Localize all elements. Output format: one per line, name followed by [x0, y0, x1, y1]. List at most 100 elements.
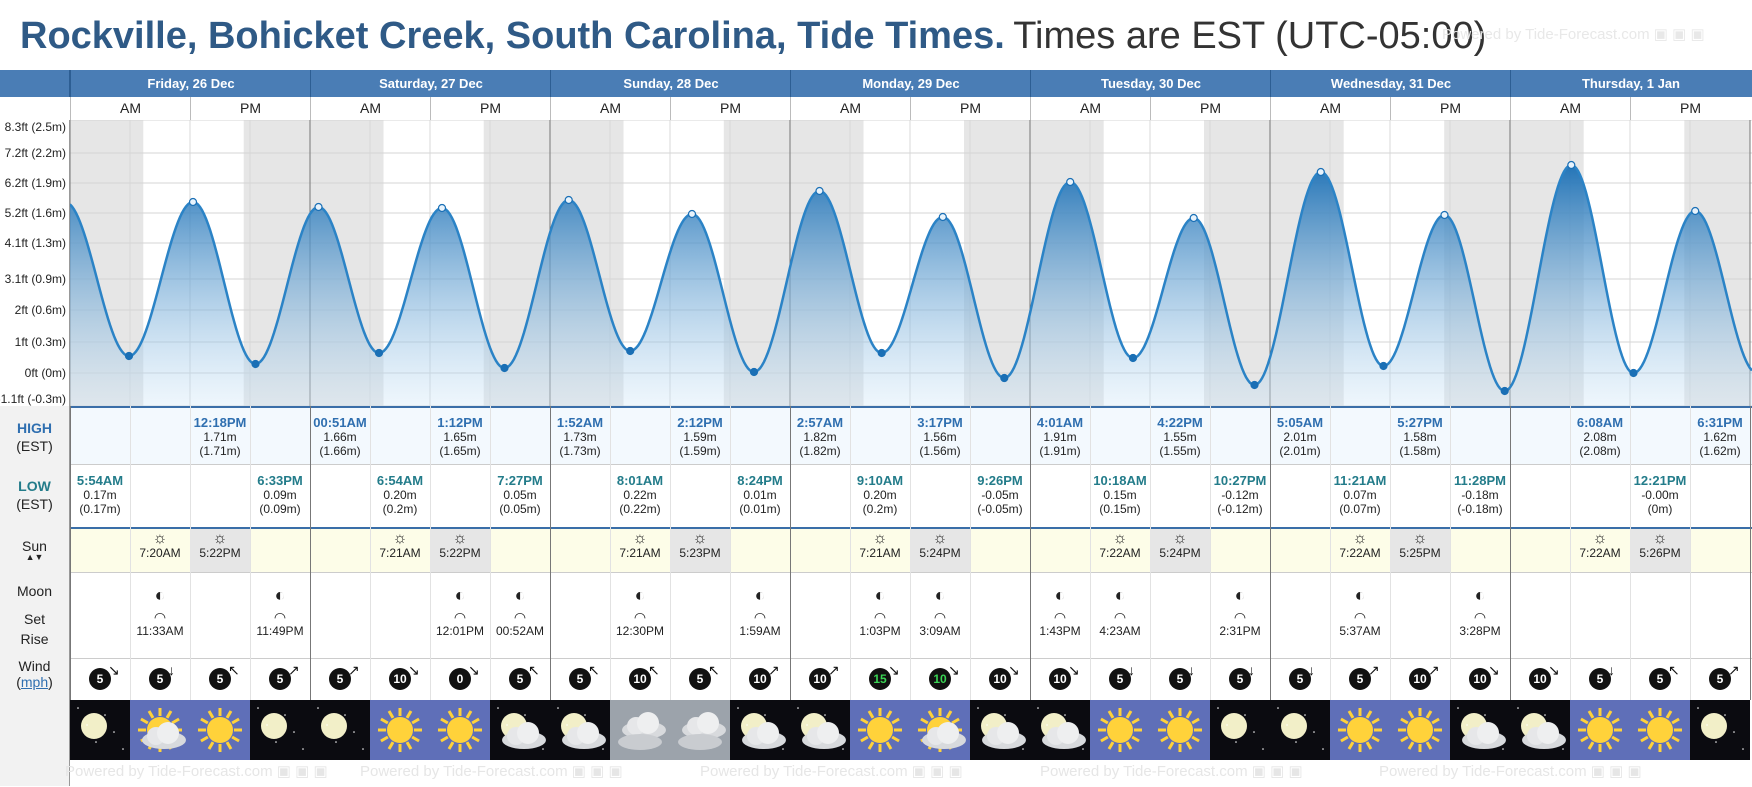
- day-divider: [550, 406, 551, 700]
- moon-time: 1:59AM: [739, 624, 781, 638]
- high-tide-point: [1440, 210, 1449, 220]
- am-label: AM: [70, 97, 190, 120]
- wind-badge: 10: [1049, 668, 1071, 690]
- sunrise-cell: ☼ 7:21AM: [370, 531, 430, 561]
- high-tide-cell: 5:05AM 2.01m (2.01m): [1270, 416, 1330, 459]
- wind-badge: 5: [1649, 668, 1671, 690]
- day-divider: [1750, 406, 1751, 700]
- wind-badge: 5: [269, 668, 291, 690]
- high-tide-cell-height: 2.08m: [1583, 430, 1617, 444]
- low-tide-cell-time: 12:21PM: [1633, 473, 1687, 488]
- powered-by-bottom[interactable]: Powered by Tide-Forecast.com ▣ ▣ ▣: [65, 762, 328, 780]
- moonrise-icon: ◠: [1233, 609, 1247, 625]
- y-axis-label: 2ft (0.6m): [14, 303, 66, 317]
- low-tide-cell-height: 0.15m: [1103, 488, 1137, 502]
- moon-cloud-icon: [1517, 707, 1566, 750]
- low-tide-cell-height-alt: (0.05m): [499, 502, 541, 516]
- sunrise-icon: ☼: [1352, 530, 1368, 547]
- weather-tile: [1090, 700, 1150, 760]
- sunrise-time: 7:22AM: [1099, 546, 1141, 560]
- day-header: Saturday, 27 Dec: [310, 70, 551, 97]
- y-axis-label: 6.2ft (1.9m): [4, 176, 66, 190]
- high-tide-cell-time: 4:22PM: [1157, 415, 1203, 430]
- sun-toggle-icon[interactable]: ▲▼: [25, 552, 44, 562]
- pm-label: PM: [910, 97, 1030, 120]
- powered-by-bottom[interactable]: Powered by Tide-Forecast.com ▣ ▣ ▣: [700, 762, 963, 780]
- moon-cell: ◐ ◠ 5:37AM: [1330, 584, 1390, 638]
- sunset-time: 5:23PM: [679, 546, 721, 560]
- sunset-bg: [190, 529, 250, 572]
- am-label: AM: [1030, 97, 1150, 120]
- powered-by-bottom[interactable]: Powered by Tide-Forecast.com ▣ ▣ ▣: [1040, 762, 1303, 780]
- weather-tile: [70, 700, 130, 760]
- low-tide-cell-time: 11:28PM: [1453, 473, 1507, 488]
- low-tide-cell-height: -0.00m: [1641, 488, 1679, 502]
- moonrise-icon: ◠: [1113, 609, 1127, 625]
- quarter-divider: [130, 406, 131, 700]
- weather-tile: [1390, 700, 1450, 760]
- weather-tile: [1270, 700, 1330, 760]
- powered-by-bottom[interactable]: Powered by Tide-Forecast.com ▣ ▣ ▣: [360, 762, 623, 780]
- wind-badge: 0: [449, 668, 471, 690]
- sunrise-icon: ☼: [152, 530, 168, 547]
- sun-icon: [1398, 708, 1442, 752]
- wind-badge: 5: [1589, 668, 1611, 690]
- sunrise-time: 7:22AM: [1339, 546, 1381, 560]
- moon-phase-icon: ◐: [274, 585, 286, 605]
- low-tide-cell-height-alt: (0.15m): [1099, 502, 1141, 516]
- low-tide-point: [749, 367, 759, 377]
- tide-chart: [70, 120, 1752, 406]
- sunrise-icon: ☼: [872, 530, 888, 547]
- moonrise-icon: ◠: [513, 609, 527, 625]
- wind-badge: 10: [1469, 668, 1491, 690]
- weather-tile: [850, 700, 910, 760]
- sunset-cell: ☼ 5:26PM: [1630, 531, 1690, 561]
- wind-arrow-icon: ↖: [1668, 662, 1680, 678]
- sun-label[interactable]: Sun: [22, 538, 47, 554]
- powered-by-bottom[interactable]: Powered by Tide-Forecast.com ▣ ▣ ▣: [1379, 762, 1642, 780]
- powered-by-icons: ▣ ▣ ▣: [1653, 26, 1705, 43]
- high-tide-cell: 1:12PM 1.65m (1.65m): [430, 416, 490, 459]
- page-title: Rockville, Bohicket Creek, South Carolin…: [20, 10, 1486, 62]
- wind-badge: 5: [1709, 668, 1731, 690]
- sunrise-cell: ☼ 7:20AM: [130, 530, 190, 561]
- high-tide-cell-time: 4:01AM: [1036, 415, 1084, 430]
- high-label-sub: (EST): [16, 438, 53, 454]
- moon-icon: [257, 707, 304, 750]
- high-row-bg: [0, 406, 1752, 466]
- powered-by-top[interactable]: Powered by Tide-Forecast.com ▣ ▣ ▣: [1442, 25, 1705, 43]
- sunset-icon: ☼: [1172, 530, 1188, 547]
- weather-tile: [670, 700, 730, 760]
- weather-tile: [610, 700, 670, 760]
- moon-cloud-icon: [977, 707, 1026, 750]
- wind-arrow-icon: ↗: [1428, 662, 1440, 678]
- wind-badge: 5: [1349, 668, 1371, 690]
- low-tide-cell-time: 6:54AM: [376, 473, 424, 488]
- moon-phase-icon: ◐: [874, 585, 886, 605]
- high-tide-cell: 5:27PM 1.58m (1.58m): [1390, 416, 1450, 459]
- low-tide-cell-time: 5:54AM: [76, 473, 124, 488]
- wind-unit-link[interactable]: mph: [20, 674, 49, 690]
- weather-tile: [970, 700, 1030, 760]
- moon-phase-icon: ◐: [1234, 585, 1246, 605]
- low-tide-cell-height: 0.09m: [263, 488, 297, 502]
- pm-label: PM: [670, 97, 790, 120]
- wind-badge: 10: [929, 668, 951, 690]
- day-header: Friday, 26 Dec: [70, 70, 311, 97]
- wind-arrow-icon: ↗: [1368, 662, 1380, 678]
- wind-arrow-icon: ↓: [168, 662, 175, 678]
- wind-arrow-icon: ↘: [1548, 662, 1560, 678]
- day-header-bar: Friday, 26 Dec Saturday, 27 Dec Sunday, 28…: [0, 70, 1752, 97]
- high-tide-cell: 6:31PM 1.62m (1.62m): [1690, 416, 1750, 459]
- high-tide-cell: 3:17PM 1.56m (1.56m): [910, 416, 970, 459]
- moonrise-icon: ◠: [453, 609, 467, 625]
- pm-label: PM: [1150, 97, 1270, 120]
- wind-badge: 10: [749, 668, 771, 690]
- timezone-text: Times are EST (UTC-05:00): [1013, 15, 1487, 57]
- sunset-time: 5:25PM: [1399, 546, 1441, 560]
- moon-row-bg: [0, 572, 1752, 659]
- wind-badge: 5: [209, 668, 231, 690]
- sunrise-icon: ☼: [1112, 530, 1128, 547]
- moon-cell: ◐ ◠ 11:49PM: [250, 584, 310, 638]
- day-header: Monday, 29 Dec: [790, 70, 1031, 97]
